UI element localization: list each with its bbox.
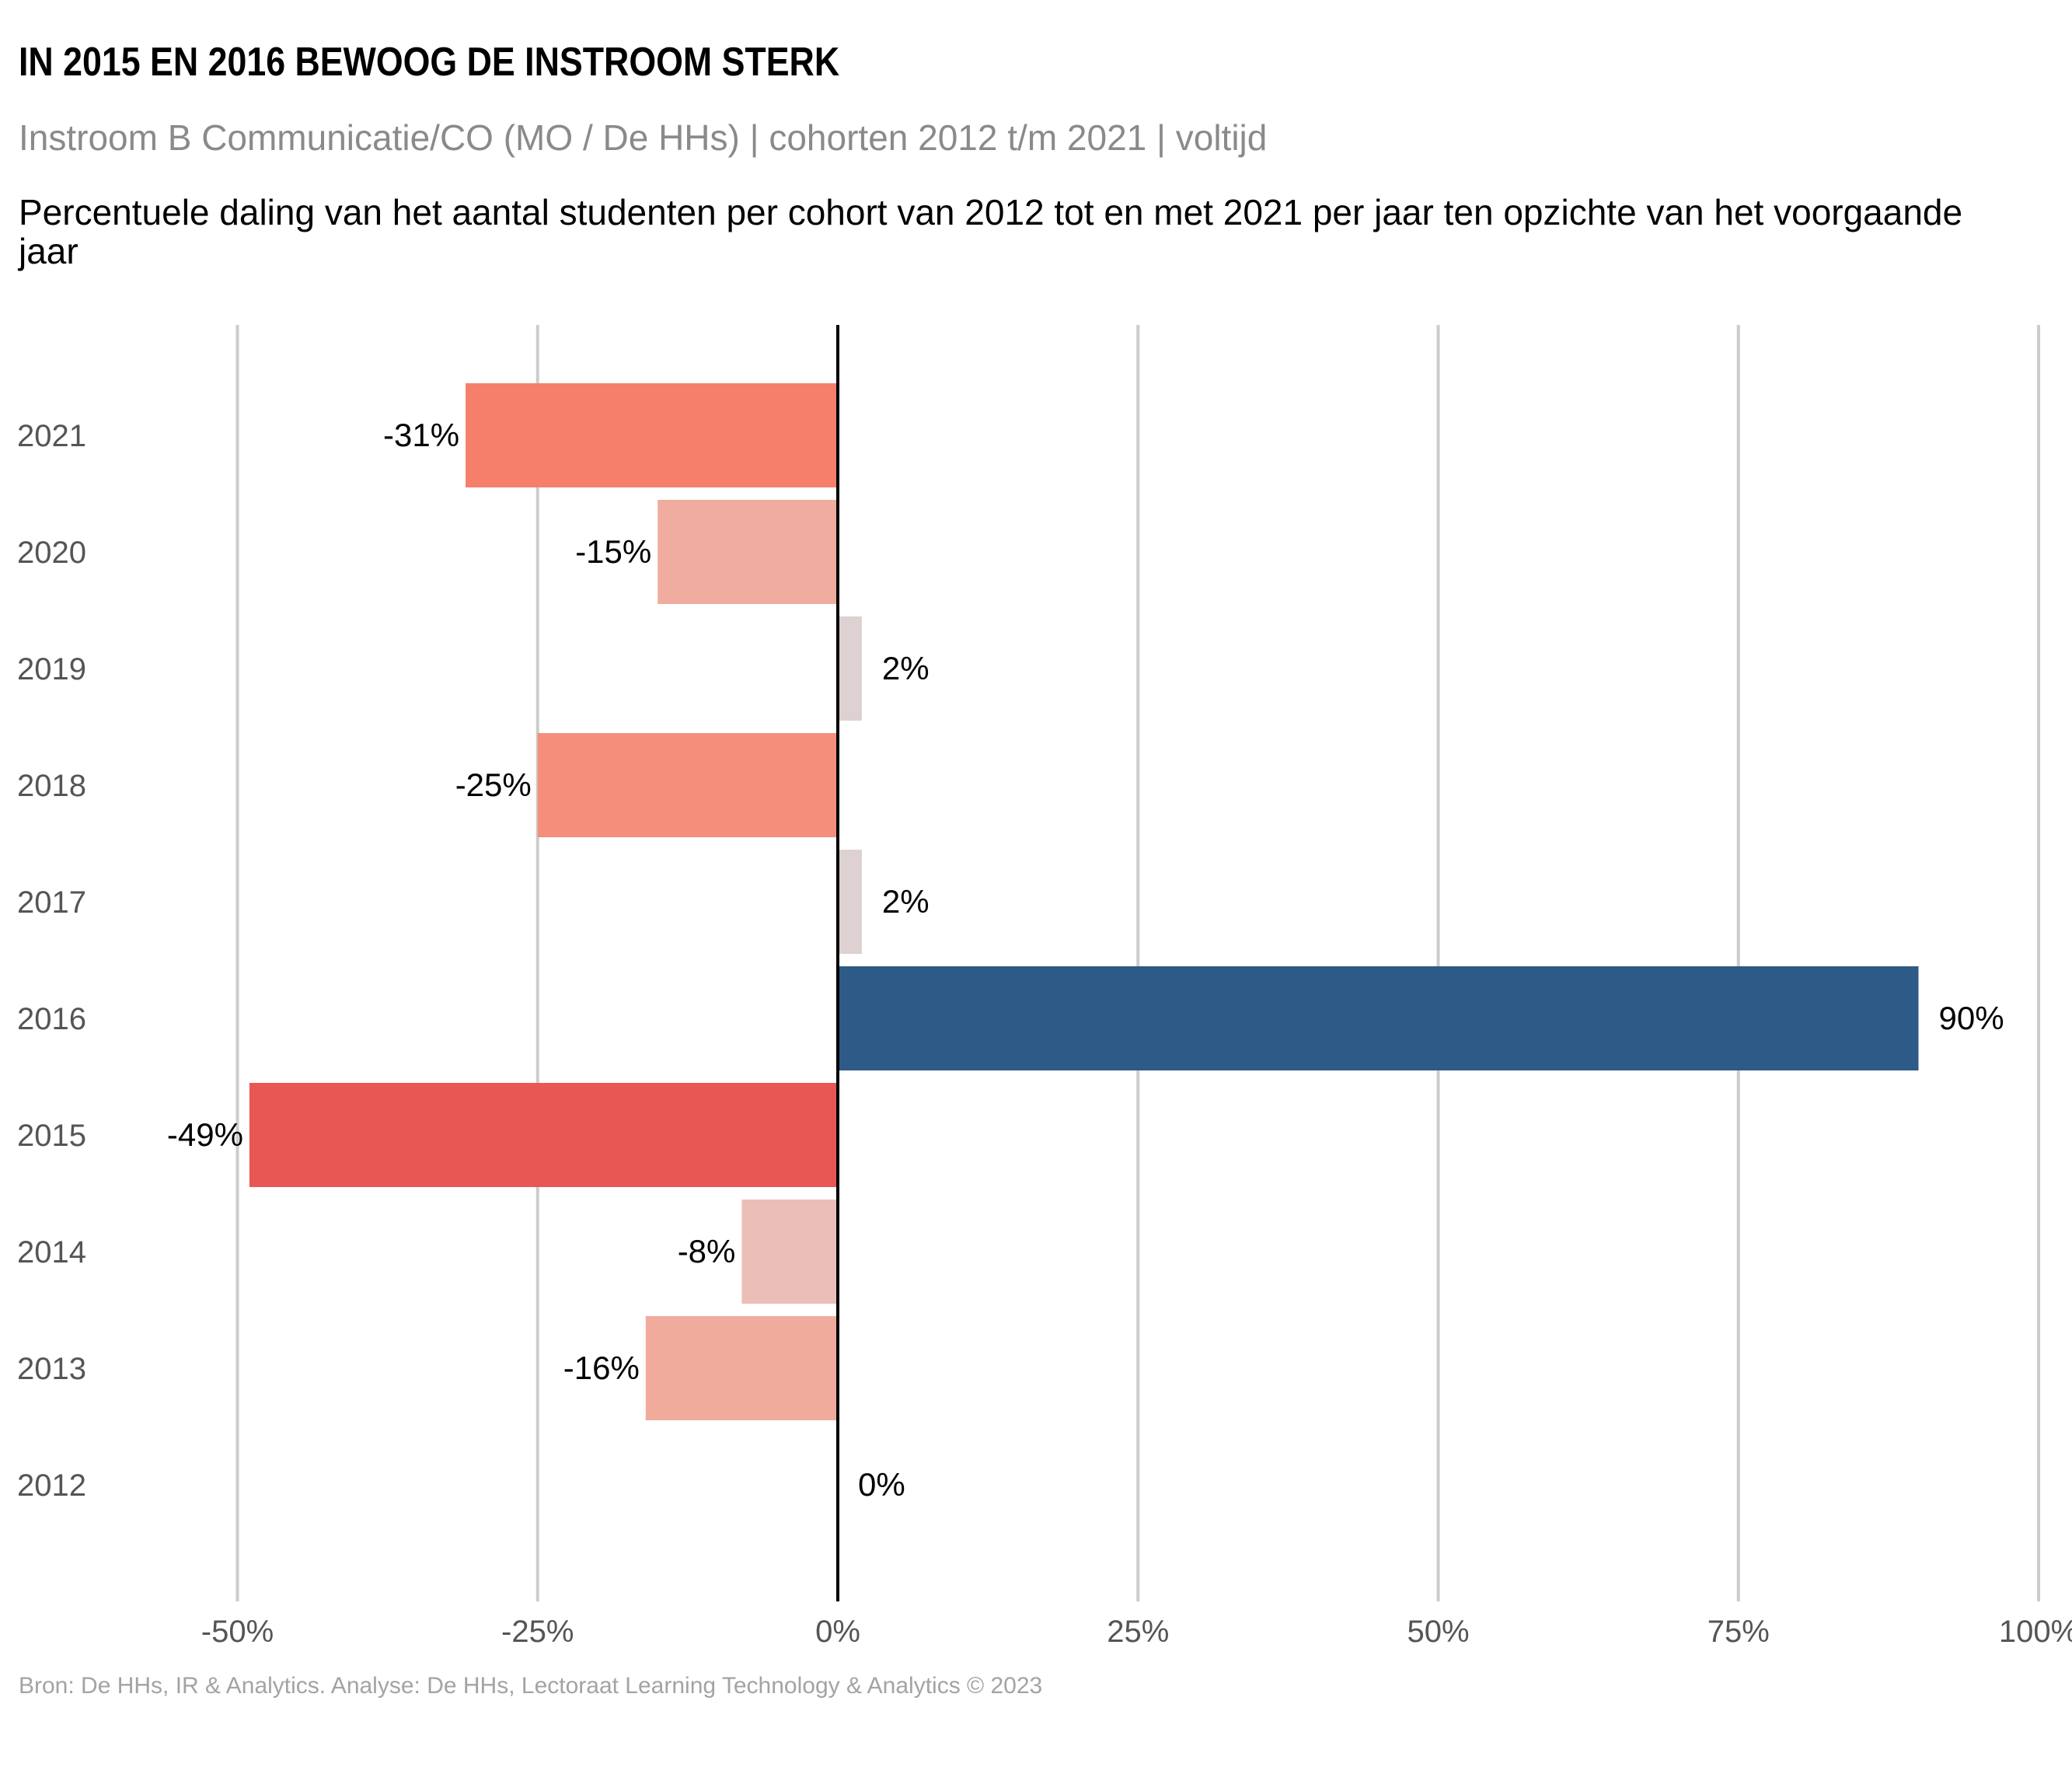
y-tick-label-2012: 2012 [17,1468,86,1503]
chart-title: IN 2015 EN 2016 BEWOOG DE INSTROOM STERK [19,40,840,85]
bar-2020 [658,500,838,604]
y-tick-label-2020: 2020 [17,536,86,570]
y-tick-layer: 2021 2020 2019 2018 2017 2016 2015 2014 2013 2012 [17,419,86,1503]
data-label-layer: -31% -15% 2% -25% 2% 90% -49% -8% -16% 0% [167,417,2004,1503]
data-label-2016: 90% [1939,1000,2004,1036]
y-tick-label-2014: 2014 [17,1235,86,1269]
data-label-2015: -49% [167,1116,243,1153]
data-label-2012: 0% [858,1466,905,1503]
x-tick-label: -25% [501,1615,574,1649]
y-tick-label-2019: 2019 [17,652,86,686]
data-label-2019: 2% [882,650,930,686]
bar-2018 [537,733,838,837]
x-tick-label: 75% [1707,1615,1770,1649]
bar-2014 [741,1200,838,1304]
data-label-2014: -8% [678,1233,736,1269]
data-label-2018: -25% [455,767,532,803]
chart-description: Percentuele daling van het aantal studen… [19,192,1963,271]
data-label-2017: 2% [882,883,930,920]
x-tick-label: 0% [815,1615,860,1649]
x-tick-label: -50% [201,1615,274,1649]
data-label-2020: -15% [575,533,651,570]
data-label-2021: -31% [383,417,459,453]
y-tick-label-2018: 2018 [17,769,86,803]
x-tick-label: 25% [1107,1615,1169,1649]
y-tick-label-2015: 2015 [17,1119,86,1153]
x-tick-label: 50% [1407,1615,1469,1649]
y-tick-label-2021: 2021 [17,419,86,453]
source-caption: Bron: De HHs, IR & Analytics. Analyse: D… [19,1673,1043,1699]
y-tick-label-2013: 2013 [17,1352,86,1386]
bar-2016 [838,966,1919,1070]
bar-2013 [645,1316,838,1420]
data-label-2013: -16% [563,1350,640,1386]
grid-layer [235,325,2040,1601]
bar-2015 [249,1083,838,1187]
bar-2019 [838,616,862,721]
x-tick-layer: -50% -25% 0% 25% 50% 75% 100% [201,1615,2072,1649]
x-tick-label: 100% [1999,1615,2072,1649]
y-tick-label-2017: 2017 [17,885,86,920]
bar-2021 [466,383,838,487]
chart-subtitle: Instroom B Communicatie/CO (MO / De HHs)… [19,117,1268,158]
bar-2017 [838,850,862,954]
bar-layer [249,383,1919,1420]
y-tick-label-2016: 2016 [17,1002,86,1036]
